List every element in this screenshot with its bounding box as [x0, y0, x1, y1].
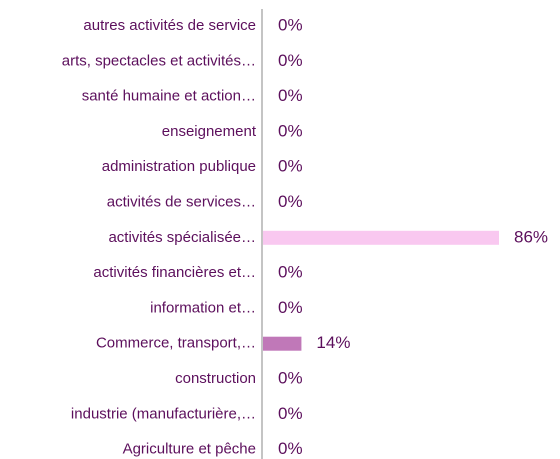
category-label: industrie (manufacturière,…: [71, 405, 256, 422]
value-label: 0%: [278, 298, 303, 317]
value-label: 0%: [278, 15, 303, 34]
value-label: 0%: [278, 86, 303, 105]
value-label: 0%: [278, 368, 303, 387]
value-label: 0%: [278, 157, 303, 176]
category-label: activités de services…: [107, 193, 256, 210]
category-label: activités financières et…: [93, 264, 256, 281]
value-label: 14%: [316, 333, 350, 352]
category-label: activités spécialisée…: [108, 229, 256, 246]
value-label: 86%: [514, 227, 548, 246]
bar: [263, 336, 302, 351]
value-label: 0%: [278, 121, 303, 140]
value-label: 0%: [278, 263, 303, 282]
category-label: construction: [175, 370, 256, 387]
bar: [263, 230, 499, 245]
category-label: Agriculture et pêche: [123, 441, 256, 458]
category-label: enseignement: [162, 123, 257, 140]
value-label: 0%: [278, 439, 303, 458]
category-label: information et…: [150, 299, 256, 316]
value-label: 0%: [278, 192, 303, 211]
category-label: administration publique: [102, 158, 256, 175]
category-label: arts, spectacles et activités…: [62, 52, 256, 69]
category-label: santé humaine et action…: [82, 88, 256, 105]
category-label: autres activités de service: [83, 17, 256, 34]
value-label: 0%: [278, 404, 303, 423]
value-label: 0%: [278, 51, 303, 70]
category-label: Commerce, transport,…: [96, 335, 256, 352]
